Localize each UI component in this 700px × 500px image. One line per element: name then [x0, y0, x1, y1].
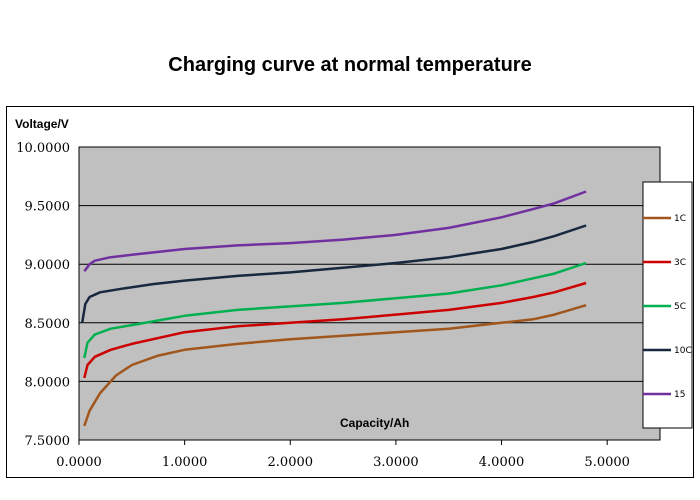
y-tick-label: 9.5000: [25, 200, 71, 215]
x-tick-label: 5.0000: [584, 455, 630, 470]
series-line-10C: [80, 224, 587, 324]
legend-label: 15: [674, 390, 685, 400]
chart-title: Charging curve at normal temperature: [168, 54, 532, 76]
legend-label: 1C: [674, 214, 686, 224]
x-tick-label: 2.0000: [268, 455, 314, 470]
y-tick-label: 9.0000: [25, 258, 71, 273]
legend-label: 5C: [674, 302, 686, 312]
chart-frame: [6, 106, 694, 478]
legend-label: 10C: [674, 346, 692, 356]
y-tick-label: 10.0000: [16, 141, 70, 156]
x-tick-label: 4.0000: [479, 455, 525, 470]
plot-area: [78, 146, 661, 441]
series-line-1C: [83, 304, 587, 427]
x-axis-label: Capacity/Ah: [340, 416, 409, 430]
y-axis-label: Voltage/V: [15, 117, 69, 131]
series-line-5C: [83, 261, 587, 359]
y-tick-label: 8.5000: [25, 317, 71, 332]
series-line-15: [83, 190, 587, 272]
x-tick-label: 1.0000: [162, 455, 208, 470]
y-tick-label: 8.0000: [25, 375, 71, 390]
x-tick-label: 3.0000: [373, 455, 419, 470]
legend-label: 3C: [674, 258, 686, 268]
y-tick-label: 7.5000: [25, 434, 71, 449]
series-line-3C: [83, 281, 587, 379]
x-tick-label: 0.0000: [56, 455, 102, 470]
